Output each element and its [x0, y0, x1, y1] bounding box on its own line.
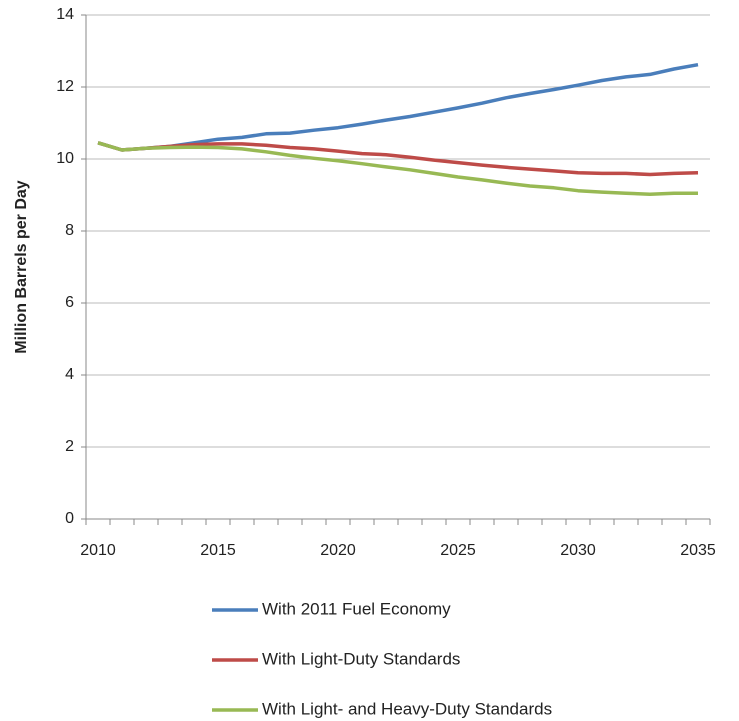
series-line — [97, 62, 699, 152]
y-tick-label: 12 — [56, 78, 74, 95]
y-tick-label: 10 — [56, 150, 74, 167]
x-tick-label: 2020 — [320, 542, 356, 559]
x-tick-label: 2010 — [80, 542, 116, 559]
legend-label: With 2011 Fuel Economy — [262, 599, 451, 618]
y-tick-label: 8 — [65, 222, 74, 239]
y-tick-label: 4 — [65, 366, 74, 383]
y-tick-label: 0 — [65, 510, 74, 527]
y-tick-label: 6 — [65, 294, 74, 311]
legend-label: With Light-Duty Standards — [262, 649, 460, 668]
legend-label: With Light- and Heavy-Duty Standards — [262, 699, 552, 718]
series-line — [97, 141, 698, 197]
y-tick-label: 14 — [56, 6, 74, 23]
y-axis-label: Million Barrels per Day — [13, 180, 30, 353]
x-tick-label: 2035 — [680, 542, 716, 559]
x-tick-label: 2025 — [440, 542, 476, 559]
x-tick-label: 2030 — [560, 542, 596, 559]
x-tick-label: 2015 — [200, 542, 236, 559]
y-tick-label: 2 — [65, 438, 74, 455]
series-line — [97, 141, 699, 177]
